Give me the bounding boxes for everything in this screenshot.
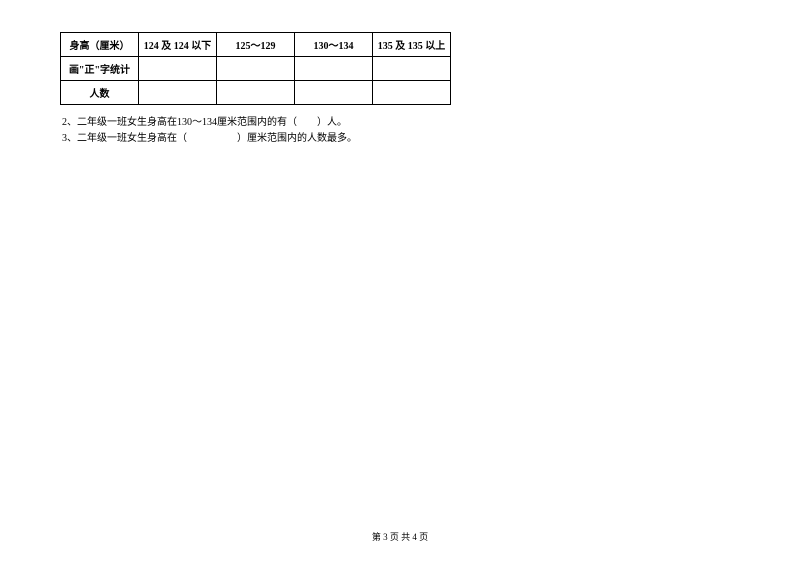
header-cell: 125～129 — [217, 33, 295, 57]
empty-cell — [373, 57, 451, 81]
empty-cell — [217, 57, 295, 81]
empty-cell — [295, 57, 373, 81]
empty-cell — [217, 81, 295, 105]
page-content: 身高（厘米） 124 及 124 以下 125～129 130～134 135 … — [0, 0, 800, 147]
header-cell: 130～134 — [295, 33, 373, 57]
table-header-row: 身高（厘米） 124 及 124 以下 125～129 130～134 135 … — [61, 33, 451, 57]
header-cell: 124 及 124 以下 — [139, 33, 217, 57]
question-line-3: 3、二年级一班女生身高在（ ）厘米范围内的人数最多。 — [62, 131, 740, 147]
header-cell: 135 及 135 以上 — [373, 33, 451, 57]
row-label-cell: 画"正"字统计 — [61, 57, 139, 81]
table-row: 人数 — [61, 81, 451, 105]
table-row: 画"正"字统计 — [61, 57, 451, 81]
page-footer: 第 3 页 共 4 页 — [0, 530, 800, 543]
question-line-2: 2、二年级一班女生身高在130～134厘米范围内的有（ ）人。 — [62, 115, 740, 131]
empty-cell — [139, 81, 217, 105]
height-table: 身高（厘米） 124 及 124 以下 125～129 130～134 135 … — [60, 32, 451, 105]
header-cell: 身高（厘米） — [61, 33, 139, 57]
empty-cell — [295, 81, 373, 105]
empty-cell — [373, 81, 451, 105]
empty-cell — [139, 57, 217, 81]
row-label-cell: 人数 — [61, 81, 139, 105]
